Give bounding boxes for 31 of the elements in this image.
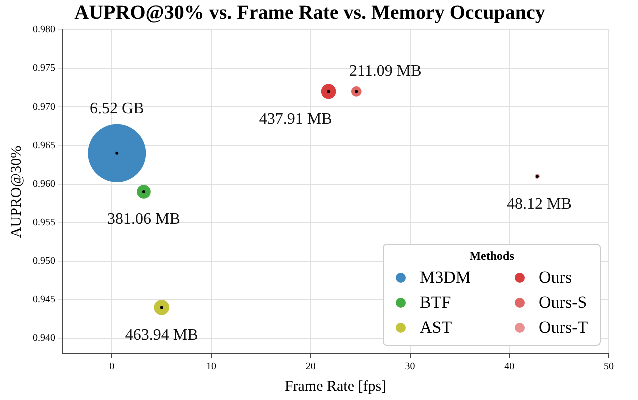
y-tick-label: 0.975: [33, 63, 56, 74]
annotation: 381.06 MB: [108, 211, 180, 228]
chart-title: AUPRO@30% vs. Frame Rate vs. Memory Occupancy: [74, 2, 546, 24]
legend-title: Methods: [468, 249, 516, 264]
y-tick-label: 0.940: [33, 333, 56, 344]
x-tick-label: 10: [206, 362, 217, 373]
y-tick-label: 0.980: [33, 24, 56, 36]
y-axis-title: AUPRO@30%: [8, 146, 25, 238]
legend-label: Ours-T: [539, 317, 588, 339]
annotation: 211.09 MB: [349, 62, 422, 80]
legend-label: M3DM: [420, 267, 472, 289]
annotation: 6.52 GB: [90, 100, 144, 118]
legend-label: Ours-S: [539, 292, 588, 314]
x-axis-title: Frame Rate [fps]: [284, 378, 387, 395]
x-tick-label: 20: [306, 362, 316, 373]
x-tick-label: 30: [405, 362, 416, 373]
annotation: 463.94 MB: [125, 326, 198, 344]
legend-label: AST: [420, 317, 452, 339]
x-tick-label: 40: [504, 362, 515, 373]
y-tick-label: 0.945: [33, 294, 56, 306]
legend-label: BTF: [420, 292, 452, 314]
y-tick-label: 0.950: [33, 256, 56, 268]
x-tick-label: 50: [604, 362, 614, 373]
y-tick-label: 0.970: [33, 102, 56, 113]
annotation: 437.91 MB: [259, 110, 332, 128]
x-tick-label: 0: [110, 362, 115, 373]
annotation: 48.12 MB: [507, 196, 572, 213]
y-tick-label: 0.955: [33, 217, 56, 228]
legend-label: Ours: [539, 267, 572, 289]
y-tick-label: 0.965: [33, 140, 56, 152]
y-tick-label: 0.960: [33, 178, 56, 190]
